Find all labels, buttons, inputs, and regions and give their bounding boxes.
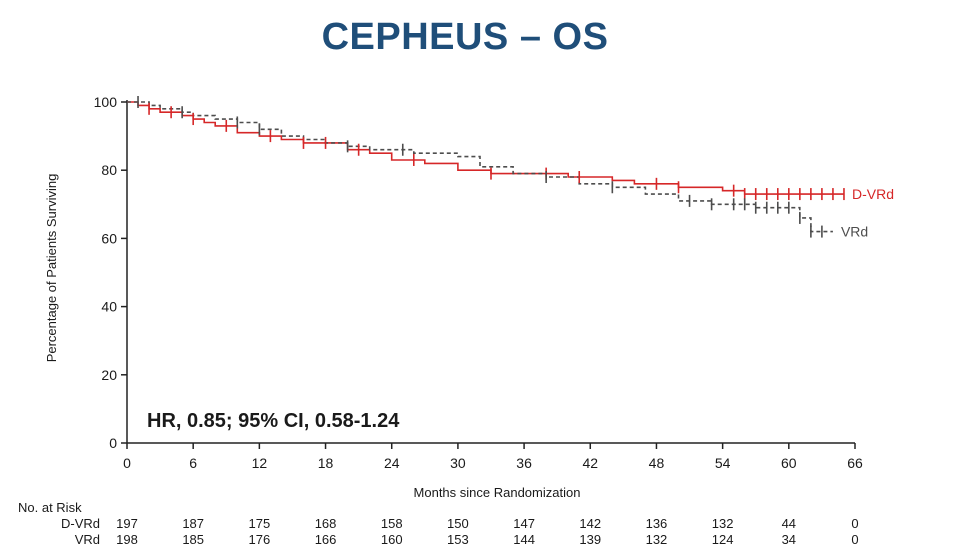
y-tick-label: 100 xyxy=(94,94,118,110)
risk-cell: 198 xyxy=(116,532,138,547)
series-label-d-vrd: D-VRd xyxy=(852,186,894,202)
x-tick-label: 6 xyxy=(189,455,197,471)
hazard-ratio-annotation: HR, 0.85; 95% CI, 0.58-1.24 xyxy=(147,410,400,432)
risk-cell: 166 xyxy=(315,532,337,547)
risk-row-label: D-VRd xyxy=(61,516,100,531)
risk-cell: 142 xyxy=(579,516,601,531)
x-tick-label: 42 xyxy=(582,455,598,471)
y-axis-title: Percentage of Patients Surviving xyxy=(44,174,59,363)
risk-cell: 124 xyxy=(712,532,734,547)
risk-cell: 136 xyxy=(646,516,668,531)
risk-cell: 175 xyxy=(249,516,271,531)
x-tick-label: 66 xyxy=(847,455,863,471)
x-axis-title: Months since Randomization xyxy=(414,485,581,500)
x-tick-label: 30 xyxy=(450,455,466,471)
chart-axes: 0 20 40 60 80 100 0 6 12 18 24 30 36 42 48 54 60 66 xyxy=(94,94,863,471)
series-line-d-vrd xyxy=(127,101,844,195)
risk-cell: 144 xyxy=(513,532,535,547)
x-tick-label: 54 xyxy=(715,455,731,471)
y-tick-label: 0 xyxy=(109,435,117,451)
risk-cell: 197 xyxy=(116,516,138,531)
risk-cell: 168 xyxy=(315,516,337,531)
risk-table-label: No. at Risk xyxy=(18,500,82,515)
risk-cell: 0 xyxy=(851,516,858,531)
series-label-vrd: VRd xyxy=(841,224,868,240)
risk-cell: 44 xyxy=(782,516,796,531)
series-line-vrd xyxy=(127,101,833,233)
risk-cell: 139 xyxy=(579,532,601,547)
y-tick-label: 80 xyxy=(101,162,117,178)
risk-cell: 160 xyxy=(381,532,403,547)
risk-cell: 132 xyxy=(646,532,668,547)
risk-cell: 147 xyxy=(513,516,535,531)
x-tick-label: 12 xyxy=(252,455,268,471)
x-tick-label: 48 xyxy=(649,455,665,471)
chart-censor-marks xyxy=(137,96,845,238)
y-tick-label: 40 xyxy=(101,299,117,315)
x-tick-label: 18 xyxy=(318,455,334,471)
y-tick-label: 60 xyxy=(101,230,117,246)
risk-cell: 158 xyxy=(381,516,403,531)
risk-cell: 153 xyxy=(447,532,469,547)
chart-series-labels: D-VRd VRd xyxy=(841,186,894,240)
risk-cell: 132 xyxy=(712,516,734,531)
chart-curves xyxy=(127,101,844,233)
slide-title: CEPHEUS – OS xyxy=(321,16,609,58)
risk-cell: 34 xyxy=(782,532,796,547)
risk-cell: 185 xyxy=(182,532,204,547)
risk-cell: 0 xyxy=(851,532,858,547)
x-tick-label: 60 xyxy=(781,455,797,471)
x-tick-label: 36 xyxy=(516,455,532,471)
x-tick-label: 24 xyxy=(384,455,400,471)
risk-cell: 150 xyxy=(447,516,469,531)
y-tick-label: 20 xyxy=(101,367,117,383)
risk-cell: 176 xyxy=(249,532,271,547)
risk-cell: 187 xyxy=(182,516,204,531)
risk-row-label: VRd xyxy=(75,532,100,547)
x-tick-label: 0 xyxy=(123,455,131,471)
